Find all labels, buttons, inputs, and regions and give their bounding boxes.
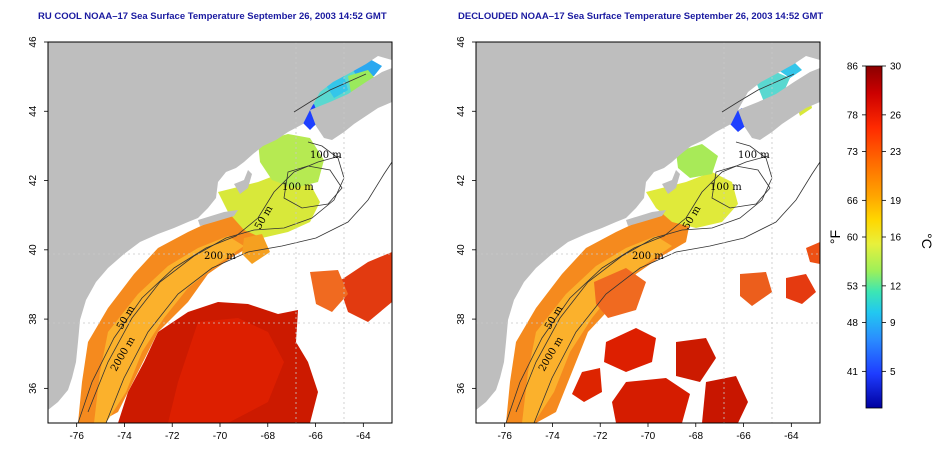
colorbar-fahrenheit-label: 78 [847,110,859,121]
right-x-tick-label: -68 [689,431,704,442]
colorbar-fahrenheit-ticks: 86 78 73 66 60 53 48 41 [847,62,866,378]
right-x-axis: -76 -74 -72 -70 -68 -66 -64 [497,423,799,442]
right-sst-field [476,60,820,423]
right-y-axis: 36 38 40 42 44 46 [456,36,476,394]
right-contour-label-200m: 200 m [632,251,664,262]
colorbar-fahrenheit-unit: °F [827,230,843,244]
right-y-tick-label: 44 [456,105,467,117]
left-bathymetry-contours [77,73,393,424]
colorbar-fahrenheit-label: 86 [847,62,859,73]
right-y-tick-label: 42 [456,175,467,187]
colorbar-fahrenheit-label: 41 [847,367,859,378]
left-y-tick-label: 44 [28,105,39,117]
left-x-tick-label: -68 [261,431,276,442]
left-contour-label-200m: 200 m [204,251,236,262]
colorbar-celsius-label: 19 [890,196,902,207]
colorbar-celsius-label: 5 [890,367,896,378]
left-x-tick-label: -70 [213,431,228,442]
right-y-tick-label: 36 [456,382,467,394]
left-contour-label-100m-b: 100 m [282,182,314,193]
right-y-tick-label: 40 [456,244,467,256]
right-map-panel: 100 m 100 m 50 m 200 m 50 m 2000 m -76 -7… [456,36,821,442]
colorbar-celsius-label: 16 [890,233,902,244]
left-grid [48,42,392,423]
colorbar-celsius-label: 30 [890,62,902,73]
left-y-tick-label: 40 [28,244,39,256]
left-x-tick-label: -64 [356,431,371,442]
colorbar-fahrenheit-label: 48 [847,318,859,329]
left-y-axis: 36 38 40 42 44 46 [28,36,48,394]
colorbar-celsius-label: 12 [890,281,902,292]
left-sst-field [48,58,392,423]
colorbar-celsius-unit: °C [919,233,935,249]
left-x-tick-label: -76 [69,431,84,442]
colorbar-celsius-label: 9 [890,318,896,329]
colorbar-celsius-ticks: 30 26 23 19 16 12 9 5 [882,62,902,378]
left-map-panel: 100 m 100 m 50 m 200 m 50 m 2000 m -76 -7… [28,36,393,442]
left-y-tick-label: 42 [28,175,39,187]
right-contour-label-100m-a: 100 m [738,150,770,161]
right-bathymetry-contours [505,73,821,424]
right-x-tick-label: -74 [545,431,560,442]
right-y-tick-label: 46 [456,36,467,48]
left-y-tick-label: 38 [28,313,39,325]
colorbar-celsius-label: 23 [890,147,902,158]
right-contour-label-100m-b: 100 m [710,182,742,193]
colorbar-fahrenheit-label: 73 [847,147,859,158]
colorbar-fahrenheit-label: 53 [847,281,859,292]
colorbar-fahrenheit-label: 60 [847,233,859,244]
left-y-tick-label: 46 [28,36,39,48]
right-x-tick-label: -70 [641,431,656,442]
right-grid [476,42,820,423]
right-panel-title: DECLOUDED NOAA–17 Sea Surface Temperatur… [458,11,824,22]
right-y-tick-label: 38 [456,313,467,325]
left-y-tick-label: 36 [28,382,39,394]
left-x-tick-label: -74 [117,431,132,442]
left-x-axis: -76 -74 -72 -70 -68 -66 -64 [69,423,371,442]
right-x-tick-label: -72 [593,431,608,442]
left-panel-title: RU COOL NOAA–17 Sea Surface Temperature … [38,11,387,22]
colorbar-celsius-label: 26 [890,110,902,121]
left-x-tick-label: -72 [165,431,180,442]
colorbar-gradient [865,65,883,409]
left-contour-label-100m-a: 100 m [310,150,342,161]
right-x-tick-label: -76 [497,431,512,442]
colorbar-fahrenheit-label: 66 [847,196,859,207]
left-x-tick-label: -66 [308,431,323,442]
right-x-tick-label: -64 [784,431,799,442]
right-x-tick-label: -66 [736,431,751,442]
temperature-colorbar: 86 78 73 66 60 53 48 41 30 26 23 19 16 12 9 5 °F °C [827,62,935,409]
